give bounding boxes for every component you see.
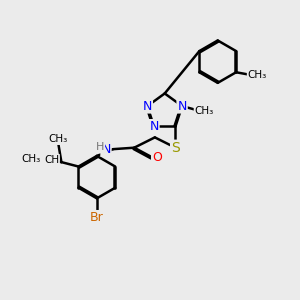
Text: N: N: [101, 143, 111, 156]
Text: N: N: [143, 100, 152, 112]
Text: H: H: [96, 142, 104, 152]
Text: CH₃: CH₃: [49, 134, 68, 144]
Text: CH₃: CH₃: [194, 106, 214, 116]
Text: CH₃: CH₃: [21, 154, 40, 164]
Text: N: N: [149, 120, 159, 133]
Text: N: N: [177, 100, 187, 112]
Text: CH₃: CH₃: [248, 70, 267, 80]
Text: Br: Br: [90, 211, 104, 224]
Text: S: S: [171, 141, 180, 155]
Text: CH: CH: [44, 155, 59, 165]
Text: O: O: [152, 152, 162, 164]
